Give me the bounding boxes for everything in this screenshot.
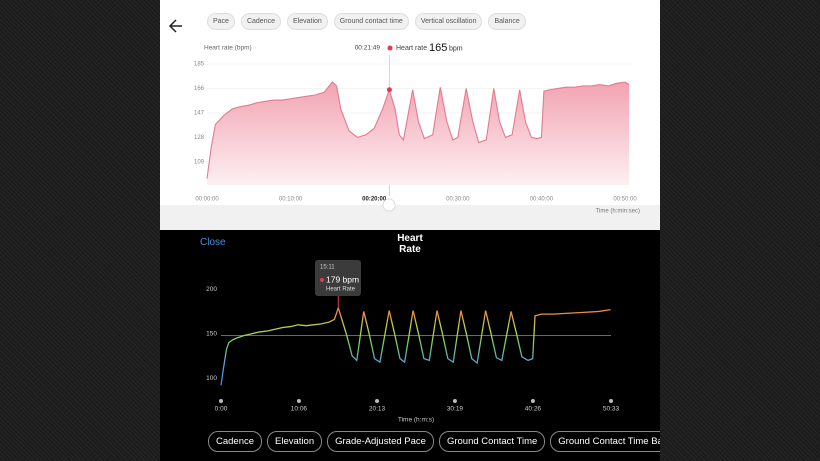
x-tick-label: 20:13: [369, 406, 386, 413]
bottom-tabs: Cadence Elevation Grade-Adjusted Pace Groun…: [208, 431, 660, 452]
x-tick-label: 0:00: [215, 406, 228, 413]
metric-tab[interactable]: Ground Contact Time Balance: [550, 431, 660, 452]
back-arrow[interactable]: [168, 19, 182, 33]
cursor-time: 00:21:49: [355, 45, 381, 52]
chart-title: Heart Rate: [397, 233, 423, 255]
x-axis-title: Time (h:m:s): [398, 417, 434, 424]
x-tick-label: 40:26: [525, 406, 542, 413]
cursor-dot: [386, 87, 392, 93]
x-tick-dot: [375, 399, 379, 403]
tooltip-label: Heart Rate: [326, 287, 356, 293]
x-axis-title: Time (h:min:sec): [596, 209, 640, 215]
x-tick-dot: [219, 399, 223, 403]
metric-tab[interactable]: Elevation: [267, 431, 323, 452]
y-tick-label: 128: [194, 135, 205, 141]
top-tabs: Pace Cadence Elevation Ground contact time V…: [207, 13, 532, 30]
metric-tab[interactable]: Grade-Adjusted Pace: [327, 431, 434, 452]
y-tick-label: 100: [206, 375, 217, 382]
x-tick-label: 10:06: [291, 406, 308, 413]
metric-tab[interactable]: Cadence: [240, 13, 281, 30]
bottom-panel: [160, 230, 660, 461]
y-tick-label: 150: [206, 330, 217, 337]
metric-tab[interactable]: Ground contact time: [333, 13, 409, 30]
line: [206, 81, 630, 179]
scrub-strip: [160, 205, 660, 230]
metric-tab[interactable]: Balance: [488, 13, 526, 30]
metric-tab[interactable]: Elevation: [287, 13, 328, 30]
x-tick-label: 00:20:00: [362, 197, 387, 203]
tooltip-time: 15:11: [320, 265, 335, 271]
close-button[interactable]: Close: [200, 237, 226, 248]
y-tick-label: 109: [194, 159, 205, 165]
bottom-chart: 100 150 200 0:00 10:06 20:13 30:19 40:26 50:33 Ti…: [206, 260, 620, 424]
legend-dot: [387, 45, 393, 51]
scrub-handle[interactable]: [382, 198, 396, 212]
metric-tab[interactable]: Ground Contact Time: [438, 431, 546, 452]
x-tick-label: 50:33: [603, 406, 620, 413]
tooltip-value: 179 bpm: [326, 274, 359, 284]
line: [220, 305, 611, 386]
y-tick-label: 147: [194, 110, 205, 116]
x-tick-dot: [609, 399, 613, 403]
x-tick-dot: [296, 399, 301, 403]
y-tick-label: 166: [194, 86, 205, 92]
x-tick-label: 00:10:00: [279, 197, 303, 203]
area-fill: [207, 82, 630, 185]
tooltip-dot: [320, 278, 324, 282]
tooltip-box: [315, 260, 361, 296]
x-tick-label: 00:00:00: [195, 197, 219, 203]
cursor-unit: bpm: [449, 45, 463, 52]
chart-title: Heart rate (bpm): [204, 45, 252, 52]
x-tick-dot: [452, 399, 457, 403]
x-tick-label: 00:40:00: [530, 197, 554, 203]
metric-tab[interactable]: Pace: [207, 13, 235, 30]
y-tick-label: 185: [194, 62, 205, 68]
x-tick-label: 30:19: [447, 406, 464, 413]
cursor-value: 165: [429, 42, 447, 54]
top-chart: 109 128 147 166 185 00:00:00 00:10:00 00:20:00 0…: [194, 42, 640, 215]
metric-tab[interactable]: Cadence: [208, 431, 263, 452]
x-tick-dot: [530, 399, 535, 403]
x-tick-label: 00:30:00: [446, 197, 470, 203]
cursor-label: Heart rate: [396, 45, 427, 52]
metric-tab[interactable]: Vertical oscillation: [414, 13, 483, 30]
x-tick-label: 00:50:00: [613, 197, 637, 203]
y-tick-label: 200: [206, 286, 217, 293]
